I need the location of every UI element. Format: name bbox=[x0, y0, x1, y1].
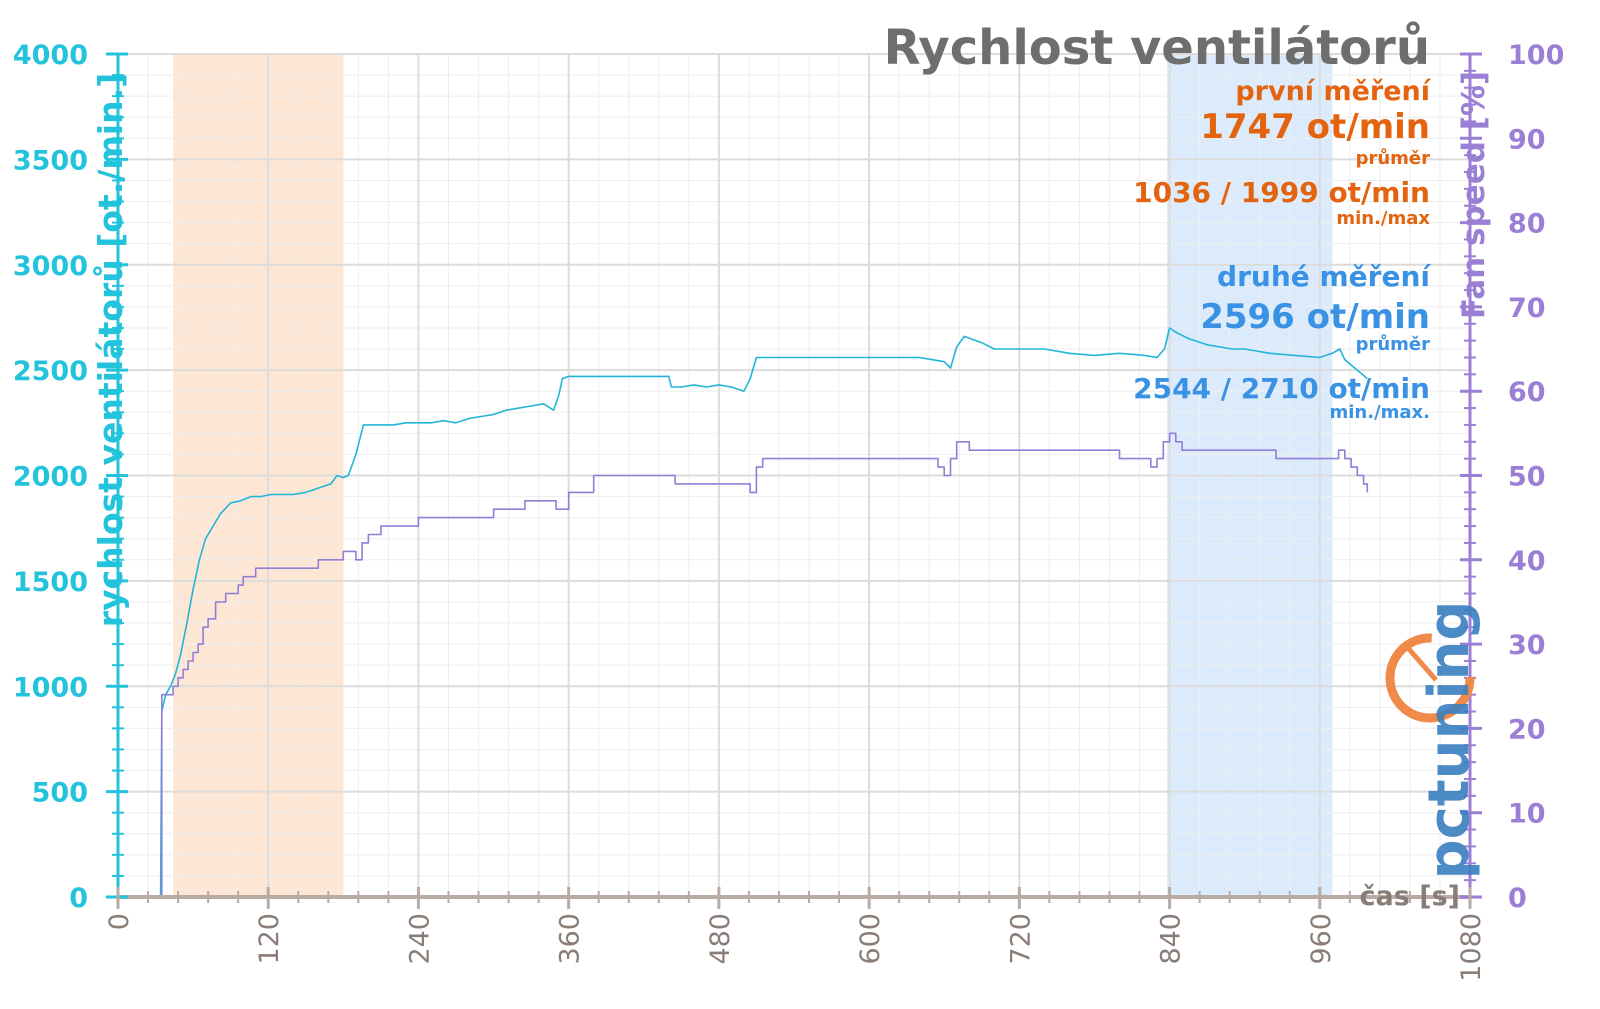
second-measurement-label: druhé měření bbox=[1217, 260, 1431, 293]
first-measurement-minmax: 1036 / 1999 ot/min bbox=[1133, 176, 1430, 209]
x-tick-label: 120 bbox=[254, 913, 285, 965]
right-tick-label: 20 bbox=[1508, 714, 1546, 745]
left-tick-label: 2500 bbox=[13, 356, 88, 387]
x-axis-ticks: 0 120 240 360 480 600 720 840 960 1080 bbox=[104, 887, 1487, 982]
right-tick-label: 80 bbox=[1508, 209, 1546, 240]
chart-title: Rychlost ventilátorů bbox=[884, 20, 1430, 76]
x-tick-label: 600 bbox=[855, 913, 886, 965]
right-tick-label: 60 bbox=[1508, 377, 1546, 408]
right-tick-label: 40 bbox=[1508, 546, 1546, 577]
first-measurement-average-caption: průměr bbox=[1356, 147, 1431, 169]
logo-needle-icon bbox=[1406, 646, 1438, 682]
right-axis-ticks: 0 10 20 30 40 50 60 70 80 90 100 bbox=[1460, 40, 1564, 914]
x-tick-label: 1080 bbox=[1456, 913, 1487, 982]
rpm-series-line bbox=[118, 327, 1368, 898]
percent-series-line bbox=[118, 432, 1369, 898]
right-tick-label: 30 bbox=[1508, 630, 1546, 661]
right-tick-label: 10 bbox=[1508, 799, 1546, 830]
series-lines bbox=[118, 327, 1369, 898]
x-tick-label: 840 bbox=[1156, 913, 1187, 965]
right-tick-label: 50 bbox=[1508, 462, 1546, 493]
pctuning-logo: pctuning bbox=[1385, 601, 1482, 880]
y-right-axis-label: Fan speed [%] bbox=[1456, 71, 1492, 319]
right-tick-label: 70 bbox=[1508, 293, 1546, 324]
first-measurement-minmax-caption: min./max bbox=[1336, 208, 1430, 229]
first-measurement-average: 1747 ot/min bbox=[1200, 107, 1430, 147]
left-tick-label: 1500 bbox=[13, 567, 88, 598]
first-measurement-label: první měření bbox=[1235, 76, 1431, 107]
x-tick-label: 360 bbox=[555, 913, 586, 965]
second-measurement-average: 2596 ot/min bbox=[1200, 297, 1430, 337]
left-tick-label: 3500 bbox=[13, 145, 88, 176]
y-left-axis-label: rychlost ventilátorů [ot./min.] bbox=[91, 73, 130, 627]
left-tick-label: 1000 bbox=[13, 672, 88, 703]
left-tick-label: 3000 bbox=[13, 251, 88, 282]
right-tick-label: 0 bbox=[1508, 883, 1527, 914]
left-tick-label: 0 bbox=[69, 883, 88, 914]
logo-text: pctuning bbox=[1417, 601, 1482, 880]
left-axis-ticks: 0 500 1000 1500 2000 2500 3000 3500 4000 bbox=[13, 40, 128, 914]
x-tick-label: 480 bbox=[705, 913, 736, 965]
second-measurement-average-caption: průměr bbox=[1356, 333, 1431, 355]
x-axis-label: čas [s] bbox=[1360, 881, 1460, 912]
second-measurement-minmax-caption: min./max. bbox=[1329, 402, 1430, 423]
right-tick-label: 90 bbox=[1508, 124, 1546, 155]
left-tick-label: 500 bbox=[32, 778, 88, 809]
x-tick-label: 960 bbox=[1306, 913, 1337, 965]
x-tick-label: 240 bbox=[404, 913, 435, 965]
left-tick-label: 4000 bbox=[13, 40, 88, 71]
left-tick-label: 2000 bbox=[13, 462, 88, 493]
logo-gauge-icon bbox=[1385, 633, 1475, 723]
second-measurement-minmax: 2544 / 2710 ot/min bbox=[1133, 372, 1430, 405]
right-tick-label: 100 bbox=[1508, 40, 1564, 71]
x-tick-label: 720 bbox=[1005, 913, 1036, 965]
x-tick-label: 0 bbox=[104, 913, 135, 930]
